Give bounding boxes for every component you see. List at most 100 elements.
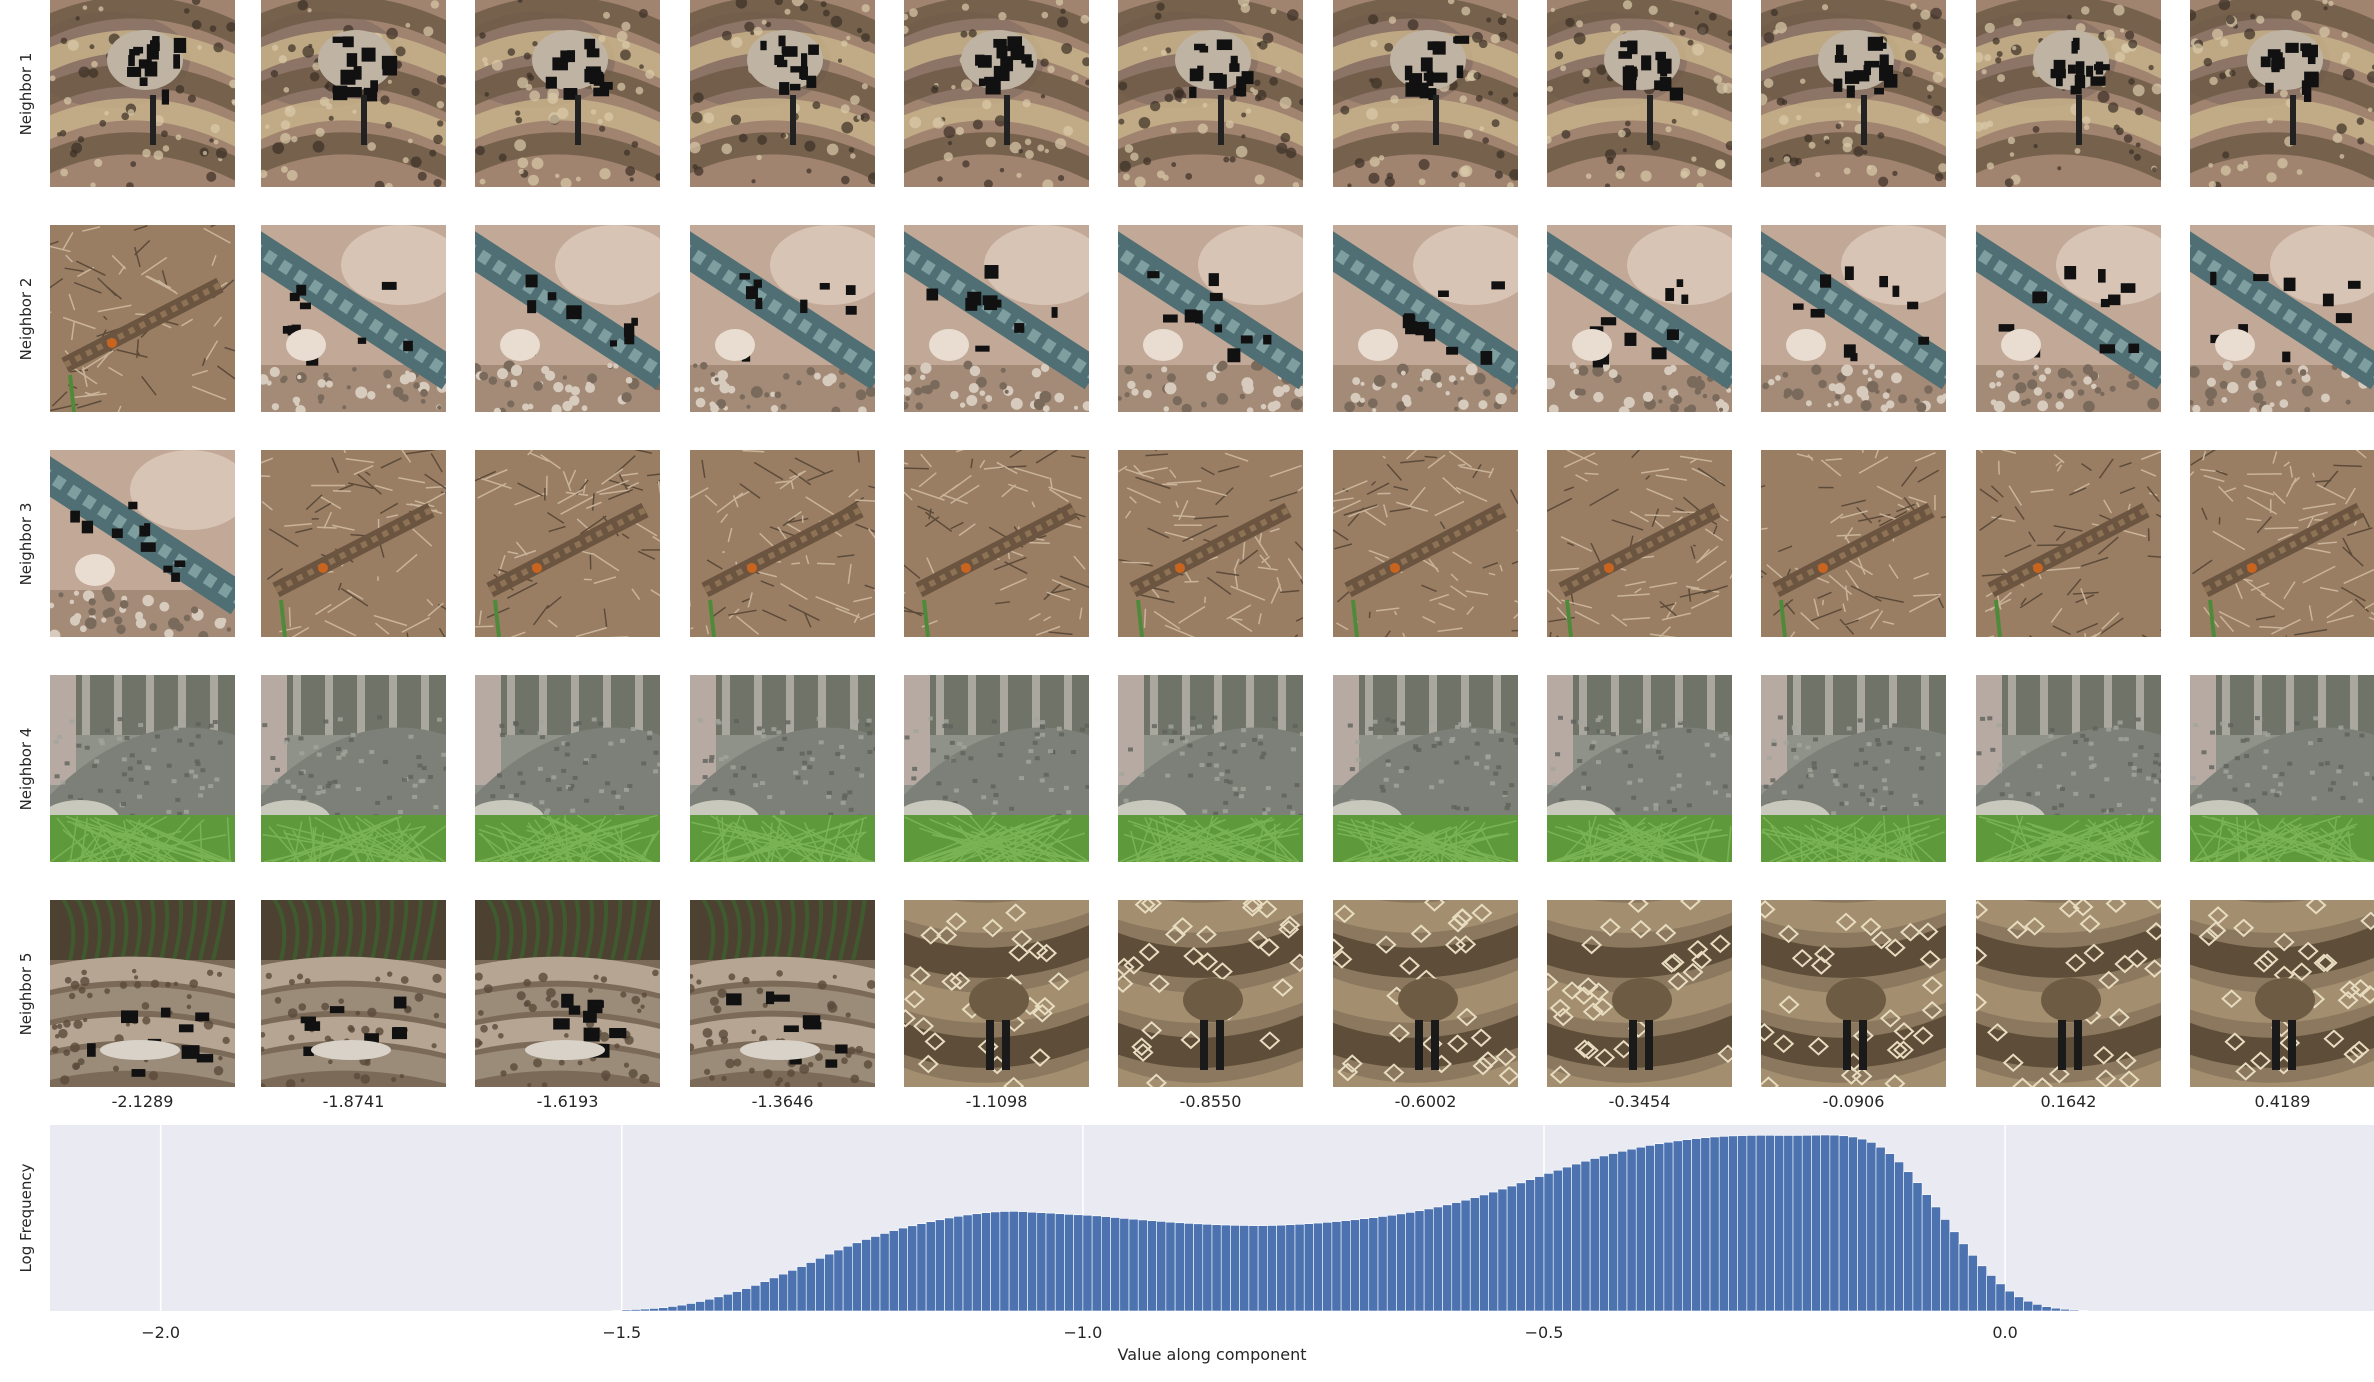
histogram-bar (1174, 1222, 1185, 1312)
x-tick-label: −0.5 (1525, 1323, 1564, 1342)
histogram-bar (1903, 1171, 1914, 1312)
histogram-bar (1119, 1218, 1130, 1312)
histogram-bar (1451, 1202, 1462, 1312)
histogram-bar (861, 1239, 872, 1312)
histogram-bar (2041, 1306, 2052, 1312)
histogram-bar (778, 1273, 789, 1312)
histogram-bar (1110, 1217, 1121, 1312)
histogram-bar (658, 1307, 669, 1312)
histogram-bar (639, 1308, 650, 1312)
histogram-bar (898, 1227, 908, 1312)
histogram-bar (1506, 1185, 1517, 1312)
histogram-bar (1580, 1160, 1591, 1312)
x-axis-label: Value along component (1118, 1345, 1307, 1364)
column-value-label: -0.0906 (1822, 1092, 1885, 1111)
histogram-bar (1147, 1220, 1157, 1312)
neighbor-3-image-3 (475, 450, 660, 637)
histogram-bar (1239, 1225, 1250, 1312)
neighbor-3-image-5 (904, 450, 1089, 637)
column-value-label: -1.8741 (322, 1092, 385, 1111)
histogram-bar (1036, 1212, 1047, 1312)
histogram-bar (981, 1212, 991, 1312)
histogram-bar (2023, 1300, 2034, 1312)
histogram-bar (1340, 1220, 1351, 1312)
histogram-bar (1045, 1212, 1056, 1312)
histogram-bar (732, 1291, 742, 1312)
row-label-neighbor-3: Neighbor 3 (17, 502, 35, 585)
histogram-bar (1755, 1135, 1766, 1312)
neighbor-5-image-8 (1547, 900, 1732, 1087)
histogram-bar (621, 1309, 632, 1312)
histogram-bar (704, 1298, 715, 1312)
neighbor-1-image-2 (261, 0, 446, 187)
histogram-bar (1396, 1213, 1406, 1312)
histogram-bar (1737, 1135, 1748, 1312)
neighbor-1-image-7 (1333, 0, 1518, 187)
histogram-bar (1921, 1194, 1932, 1312)
neighbor-1-image-9 (1761, 0, 1946, 187)
histogram-bar (1091, 1215, 1102, 1312)
histogram-bar (916, 1223, 927, 1312)
histogram-bar (1313, 1222, 1323, 1312)
histogram-bar (1967, 1254, 1978, 1312)
neighbor-5-image-7 (1333, 900, 1518, 1087)
histogram-bar (1359, 1218, 1370, 1312)
histogram-bar (870, 1236, 881, 1312)
histogram-bar (1303, 1223, 1314, 1312)
neighbor-3-image-8 (1547, 450, 1732, 637)
histogram-bar (1709, 1136, 1720, 1312)
column-value-label: -0.3454 (1608, 1092, 1671, 1111)
histogram-bar (2078, 1310, 2089, 1312)
x-tick-label: −2.0 (141, 1323, 180, 1342)
neighbor-5-image-2 (261, 900, 446, 1087)
histogram-bar (1073, 1214, 1084, 1312)
histogram-bar (1746, 1135, 1757, 1312)
histogram-bar (1018, 1211, 1028, 1312)
histogram-bar (907, 1225, 918, 1312)
neighbor-1-image-4 (690, 0, 875, 187)
neighbor-4-image-2 (261, 675, 446, 862)
histogram-bar (1718, 1136, 1729, 1312)
histogram-bar (1267, 1225, 1277, 1312)
histogram-bar (1765, 1135, 1775, 1312)
neighbor-2-image-6 (1118, 225, 1303, 412)
histogram-bar (842, 1245, 853, 1312)
histogram-bar (1811, 1134, 1821, 1312)
neighbor-2-image-9 (1761, 225, 1946, 412)
histogram-bar (1497, 1188, 1508, 1312)
histogram-bar (852, 1242, 862, 1312)
histogram-bar (879, 1233, 890, 1312)
histogram-bar (1599, 1155, 1609, 1312)
histogram-bar (1617, 1150, 1628, 1312)
histogram-bar (2014, 1296, 2024, 1312)
histogram-bar (1820, 1134, 1831, 1312)
histogram-bar (787, 1270, 798, 1312)
neighbor-1-image-10 (1976, 0, 2161, 187)
histogram-bar (750, 1285, 761, 1312)
histogram-bar (1543, 1173, 1554, 1312)
neighbor-2-image-2 (261, 225, 446, 412)
histogram-bar (1829, 1134, 1840, 1312)
histogram-bar (1331, 1221, 1342, 1312)
histogram-bar (1626, 1148, 1637, 1312)
histogram-bar (925, 1221, 936, 1312)
histogram-bar (686, 1303, 696, 1312)
histogram-bar (1294, 1223, 1305, 1312)
histogram-bar (944, 1217, 955, 1312)
neighbor-4-image-6 (1118, 675, 1303, 862)
neighbor-2-image-1 (50, 225, 235, 412)
histogram-bar (1414, 1210, 1425, 1312)
neighbor-5-image-9 (1761, 900, 1946, 1087)
column-value-label: -1.1098 (965, 1092, 1028, 1111)
histogram-bar (990, 1211, 1001, 1312)
histogram-bar (935, 1219, 945, 1312)
histogram-bar (1027, 1211, 1038, 1312)
histogram-bar (759, 1281, 770, 1312)
neighbor-2-image-10 (1976, 225, 2161, 412)
histogram-bar (1940, 1219, 1951, 1312)
neighbor-4-image-8 (1547, 675, 1732, 862)
histogram-bar (1322, 1222, 1333, 1312)
histogram-bar (769, 1277, 779, 1312)
histogram-bar (1783, 1135, 1794, 1312)
neighbor-1-image-11 (2190, 0, 2374, 187)
